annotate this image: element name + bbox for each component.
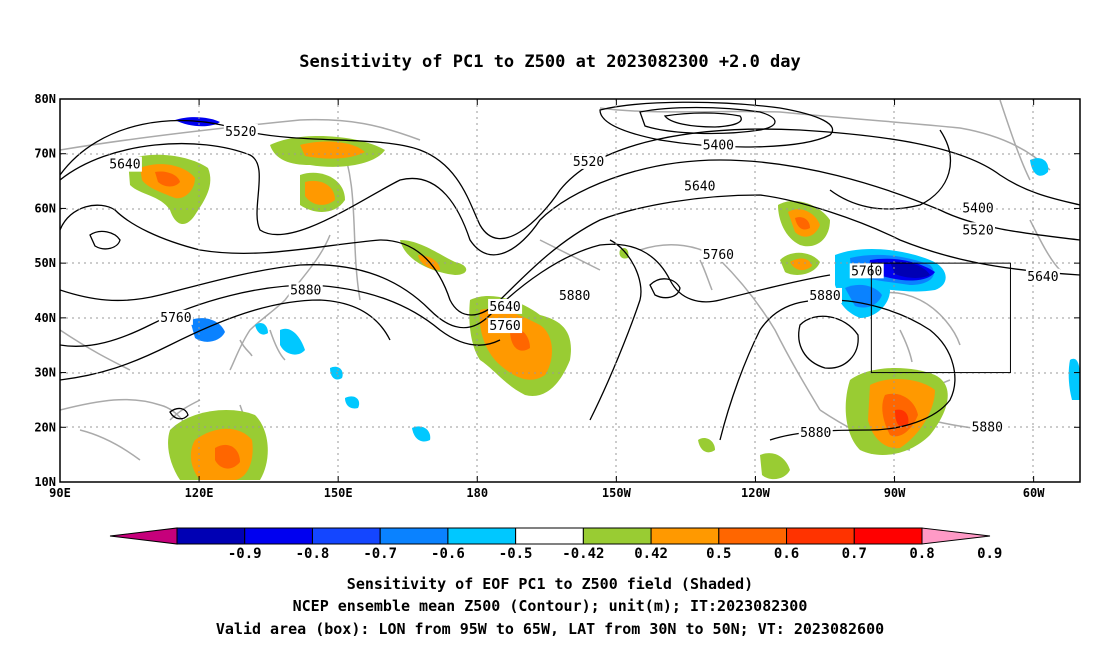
colorbar-max-arrow	[921, 527, 991, 545]
axis-ticks: 90E 120E 150E 180 150W 120W 90W 60W 10N 20N 30N 40N…	[34, 92, 1080, 500]
contour-label-bg	[488, 318, 523, 334]
contour-label: 5640	[1027, 270, 1058, 285]
map-frame	[59, 98, 1081, 483]
valid-area-box	[870, 262, 1011, 374]
colorbar-swatch	[447, 527, 517, 545]
colorbar-swatch	[853, 527, 923, 545]
colorbar-label: -0.6	[431, 546, 465, 562]
contour-label-bg	[682, 178, 717, 194]
contour-label: 5880	[972, 420, 1003, 435]
lon-tick-label: 120E	[185, 486, 214, 500]
contour-label: 5880	[809, 289, 840, 304]
contour-label: 5880	[800, 426, 831, 441]
colorbar-label: 0.6	[774, 546, 799, 562]
colorbar-swatch	[786, 527, 855, 545]
lon-tick-label: 150E	[324, 486, 353, 500]
contour-label-bg	[1025, 268, 1060, 284]
lat-tick-label: 60N	[34, 201, 56, 215]
contour-label-bg	[223, 123, 258, 139]
colorbar-swatch	[176, 527, 246, 545]
contour-label-bg	[158, 309, 193, 325]
colorbar-swatch	[582, 527, 652, 545]
colorbar-swatch	[311, 527, 381, 545]
contour-label: 5640	[109, 158, 140, 173]
z500-contours	[60, 101, 1080, 441]
graticule	[60, 99, 1080, 482]
caption-line-3: Valid area (box): LON from 95W to 65W, L…	[216, 620, 884, 638]
contour-label-bg	[557, 287, 592, 303]
contour-label: 5400	[962, 201, 993, 216]
contour-label: 5760	[851, 264, 882, 279]
colorbar-swatch	[650, 527, 720, 545]
lat-tick-label: 10N	[34, 475, 56, 489]
lat-tick-label: 40N	[34, 311, 56, 325]
caption-line-1: Sensitivity of EOF PC1 to Z500 field (Sh…	[347, 575, 753, 593]
lon-tick-label: 60W	[1023, 486, 1045, 500]
lon-tick-label: 120W	[741, 486, 771, 500]
contour-label: 5760	[489, 319, 520, 334]
contour-label: 5640	[489, 300, 520, 315]
colorbar-label: -0.8	[296, 546, 330, 562]
map-panel: 5520 5640 5520 5400 5640 5400 5520 5760 5760 5640…	[34, 92, 1081, 500]
contour-label-bg	[701, 246, 736, 262]
colorbar-label: 0.9	[977, 546, 1002, 562]
contour-label-bg	[970, 419, 1005, 435]
contour-labels: 5520 5640 5520 5400 5640 5400 5520 5760 5760 5640…	[107, 123, 1060, 441]
contour-label-bg	[961, 200, 995, 216]
contour-label-bg	[961, 222, 995, 238]
valid-box-rect	[870, 262, 1011, 374]
colorbar-label: 0.42	[634, 546, 668, 562]
contour-label: 5640	[684, 180, 715, 195]
sensitivity-shading	[128, 117, 1080, 480]
lat-tick-label: 20N	[34, 420, 56, 434]
contour-label-bg	[107, 156, 142, 172]
contour-label-bg	[488, 298, 523, 314]
colorbar-label: -0.42	[562, 546, 604, 562]
contour-label-bg	[701, 137, 736, 153]
colorbar-label: 0.8	[909, 546, 934, 562]
contour-label: 5760	[703, 248, 734, 263]
contour-label: 5520	[962, 223, 993, 238]
lon-tick-label: 150W	[602, 486, 632, 500]
lat-tick-label: 70N	[34, 147, 56, 161]
colorbar-label: -0.5	[499, 546, 533, 562]
colorbar-label: -0.9	[228, 546, 262, 562]
lat-tick-label: 30N	[34, 366, 56, 380]
contour-label-bg	[571, 153, 606, 169]
contour-label-bg	[808, 287, 842, 303]
colorbar-min-arrow	[109, 527, 178, 545]
lat-tick-label: 50N	[34, 256, 56, 270]
colorbar-swatch	[379, 527, 449, 545]
contour-label-bg	[288, 282, 323, 298]
figure-title: Sensitivity of PC1 to Z500 at 2023082300…	[299, 52, 801, 72]
colorbar-swatch	[244, 527, 313, 545]
colorbar-swatch	[718, 527, 788, 545]
contour-label: 5880	[559, 289, 590, 304]
contour-label: 5760	[160, 311, 191, 326]
colorbar-label: 0.5	[706, 546, 731, 562]
colorbar-label: 0.7	[842, 546, 867, 562]
contour-label: 5520	[225, 125, 256, 140]
captions: Sensitivity of EOF PC1 to Z500 field (Sh…	[216, 575, 884, 638]
contour-label: 5880	[290, 284, 321, 299]
lon-tick-label: 90W	[884, 486, 906, 500]
lat-tick-label: 80N	[34, 92, 56, 106]
contour-label-bg	[798, 424, 833, 440]
lon-tick-label: 90E	[49, 486, 71, 500]
contour-label: 5520	[573, 155, 604, 170]
colorbar-swatch	[515, 527, 584, 545]
lon-tick-label: 180	[466, 486, 488, 500]
colorbar: -0.9 -0.8 -0.7 -0.6 -0.5 -0.42 0.42 0.5 0.6 0.7 0.…	[109, 527, 1002, 562]
contour-label-bg	[849, 263, 884, 279]
contour-label: 5400	[703, 139, 734, 154]
colorbar-label: -0.7	[363, 546, 397, 562]
caption-line-2: NCEP ensemble mean Z500 (Contour); unit(…	[293, 597, 808, 615]
